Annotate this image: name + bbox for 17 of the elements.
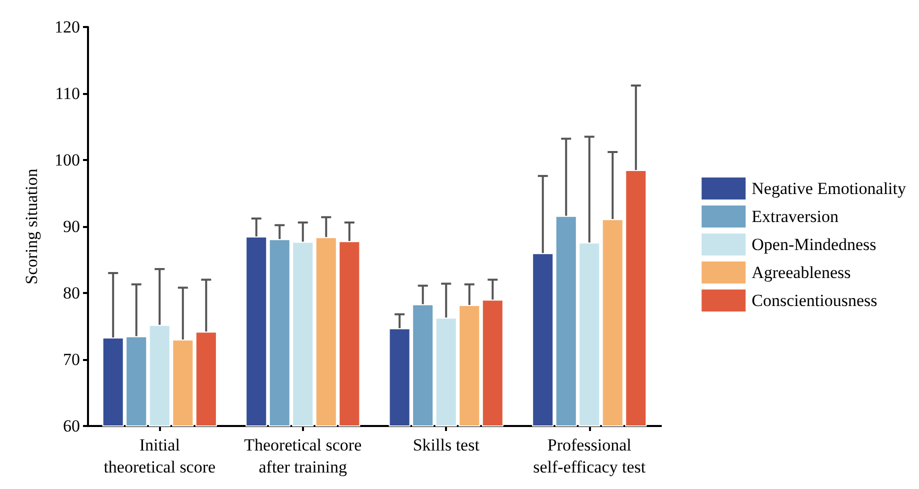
legend-label: Open-Mindedness xyxy=(752,235,876,254)
x-tick-label: Professional self-efficacy test xyxy=(533,436,646,476)
y-tick-label: 90 xyxy=(63,217,80,236)
x-tick-label: Skills test xyxy=(412,436,480,454)
legend-label: Conscientiousness xyxy=(752,291,878,310)
legend-label: Agreeableness xyxy=(752,263,851,282)
y-tick-label: 120 xyxy=(54,18,80,36)
y-tick-label: 100 xyxy=(54,150,80,170)
y-axis-title: Scoring situation xyxy=(22,168,41,284)
y-tick-label: 110 xyxy=(55,84,80,103)
legend-label: Negative Emotionality xyxy=(752,179,906,198)
legend-label: Extraversion xyxy=(752,207,839,226)
x-tick-label: Theoretical score after training xyxy=(244,436,362,476)
x-tick-label: Initial theoretical score xyxy=(104,436,216,476)
y-tick-label: 80 xyxy=(63,284,80,302)
y-tick-label: 70 xyxy=(63,350,80,369)
y-tick-label: 60 xyxy=(63,416,80,436)
